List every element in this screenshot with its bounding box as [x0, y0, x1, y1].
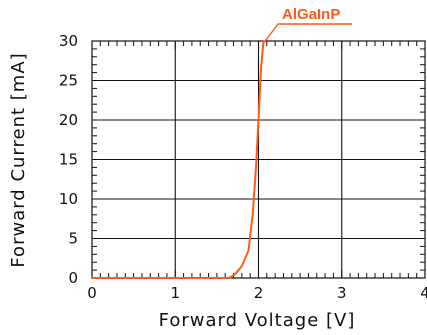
x-tick-label-4: 4 — [420, 284, 427, 302]
x-tick-label-2: 2 — [254, 284, 264, 302]
y-tick-label-10: 10 — [59, 190, 78, 208]
y-tick-label-25: 25 — [59, 72, 78, 90]
annotation-layer: AlGaInP — [262, 6, 352, 45]
y-tick-label-0: 0 — [68, 269, 78, 287]
tick-label-layer: 0 5 10 15 20 25 30 0 1 2 3 4 — [59, 32, 427, 302]
series-line-0 — [91, 40, 265, 279]
y-tick-label-15: 15 — [59, 151, 78, 169]
series-annotation-label: AlGaInP — [282, 6, 340, 23]
x-tick-label-3: 3 — [337, 284, 347, 302]
x-tick-label-1: 1 — [170, 284, 180, 302]
y-tick-label-5: 5 — [68, 230, 78, 248]
annotation-leader — [262, 23, 279, 45]
y-tick-label-30: 30 — [59, 32, 78, 50]
x-tick-label-0: 0 — [87, 284, 97, 302]
grid-layer — [92, 41, 425, 278]
y-tick-label-20: 20 — [59, 111, 78, 129]
y-axis-label: Forward Current [mA] — [8, 52, 29, 267]
x-axis-label: Forward Voltage [V] — [159, 310, 356, 331]
plot-frame — [91, 40, 426, 279]
series-layer — [91, 40, 265, 279]
